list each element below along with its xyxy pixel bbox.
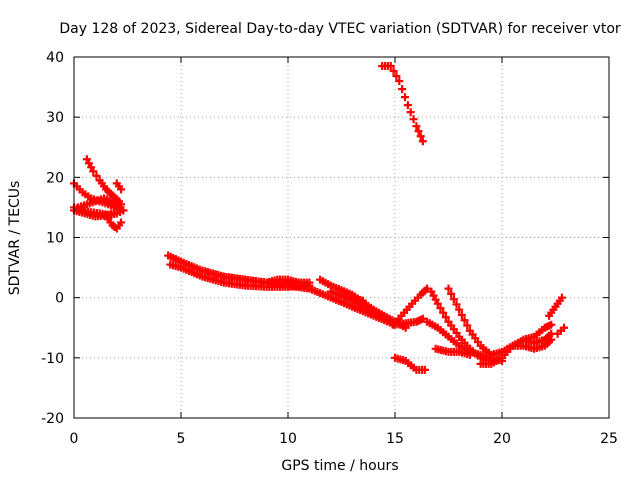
data-point bbox=[418, 314, 427, 323]
series-arc-22 bbox=[431, 344, 474, 359]
data-point bbox=[400, 93, 409, 102]
series-arc-24 bbox=[487, 335, 556, 359]
data-point bbox=[457, 310, 466, 319]
x-tick-label: 20 bbox=[493, 431, 511, 447]
y-tick-label: 10 bbox=[46, 231, 64, 247]
x-tick-label: 15 bbox=[386, 431, 404, 447]
y-tick-label: 40 bbox=[46, 50, 64, 66]
data-point bbox=[92, 171, 101, 180]
x-axis-ticks: 0 5 10 15 20 25 bbox=[70, 57, 618, 447]
data-point bbox=[386, 62, 395, 71]
data-point bbox=[460, 316, 469, 325]
y-tick-label: 30 bbox=[46, 110, 64, 126]
data-point bbox=[409, 115, 418, 124]
series-arc-5 bbox=[82, 155, 123, 206]
data-point bbox=[427, 287, 436, 296]
data-point bbox=[436, 304, 445, 313]
data-point bbox=[547, 335, 556, 344]
series-arc-15 bbox=[337, 290, 367, 305]
x-tick-label: 0 bbox=[70, 431, 79, 447]
data-point bbox=[392, 72, 401, 81]
data-point bbox=[414, 127, 423, 136]
data-points bbox=[70, 62, 569, 374]
data-point bbox=[87, 163, 96, 172]
series-arc-7 bbox=[112, 179, 126, 194]
data-point bbox=[358, 296, 367, 305]
series-arc-27 bbox=[553, 323, 569, 338]
data-point bbox=[447, 289, 456, 298]
data-point bbox=[84, 159, 93, 168]
data-point bbox=[418, 137, 427, 146]
data-point bbox=[401, 320, 410, 329]
y-tick-label: 20 bbox=[46, 170, 64, 186]
data-point bbox=[465, 350, 474, 359]
data-point bbox=[82, 155, 91, 164]
data-point bbox=[431, 295, 440, 304]
y-axis-ticks: -20 -10 0 10 20 30 40 bbox=[41, 50, 609, 427]
data-point bbox=[89, 167, 98, 176]
x-axis-label: GPS time / hours bbox=[281, 458, 398, 474]
data-point bbox=[429, 291, 438, 300]
data-point bbox=[463, 321, 472, 330]
y-axis-label: SDTVAR / TECUs bbox=[7, 181, 23, 296]
y-tick-label: -20 bbox=[41, 411, 64, 427]
chart-title: Day 128 of 2023, Sidereal Day-to-day VTE… bbox=[59, 21, 621, 37]
data-point bbox=[119, 206, 128, 215]
data-point bbox=[449, 295, 458, 304]
series-arc-26 bbox=[545, 293, 566, 320]
data-point bbox=[557, 293, 566, 302]
x-tick-label: 25 bbox=[600, 431, 618, 447]
data-point bbox=[560, 323, 569, 332]
data-point bbox=[395, 77, 404, 86]
data-point bbox=[416, 132, 425, 141]
data-point bbox=[114, 197, 123, 206]
series-arc-21 bbox=[444, 284, 496, 359]
data-point bbox=[412, 122, 421, 131]
series-arc-6 bbox=[104, 215, 126, 233]
x-tick-label: 5 bbox=[177, 431, 186, 447]
data-point bbox=[455, 305, 464, 314]
y-tick-label: 0 bbox=[55, 291, 64, 307]
series-arc-16 bbox=[388, 284, 432, 329]
data-point bbox=[439, 308, 448, 317]
data-point bbox=[423, 284, 432, 293]
data-point bbox=[406, 108, 415, 117]
series-arc-3 bbox=[70, 206, 128, 221]
data-point bbox=[441, 313, 450, 322]
series-arc-17 bbox=[378, 62, 427, 146]
y-tick-label: -10 bbox=[41, 351, 64, 367]
grid-lines bbox=[74, 57, 609, 418]
data-point bbox=[389, 67, 398, 76]
data-point bbox=[403, 101, 412, 110]
series-arc-25 bbox=[519, 320, 556, 344]
data-point bbox=[547, 320, 556, 329]
data-point bbox=[444, 284, 453, 293]
series-arc-20 bbox=[427, 287, 496, 365]
series-arc-18 bbox=[391, 353, 429, 374]
data-point bbox=[398, 85, 407, 94]
x-tick-label: 10 bbox=[279, 431, 297, 447]
data-point bbox=[117, 218, 126, 227]
data-point bbox=[117, 185, 126, 194]
data-point bbox=[420, 365, 429, 374]
data-point bbox=[452, 300, 461, 309]
data-point bbox=[433, 299, 442, 308]
